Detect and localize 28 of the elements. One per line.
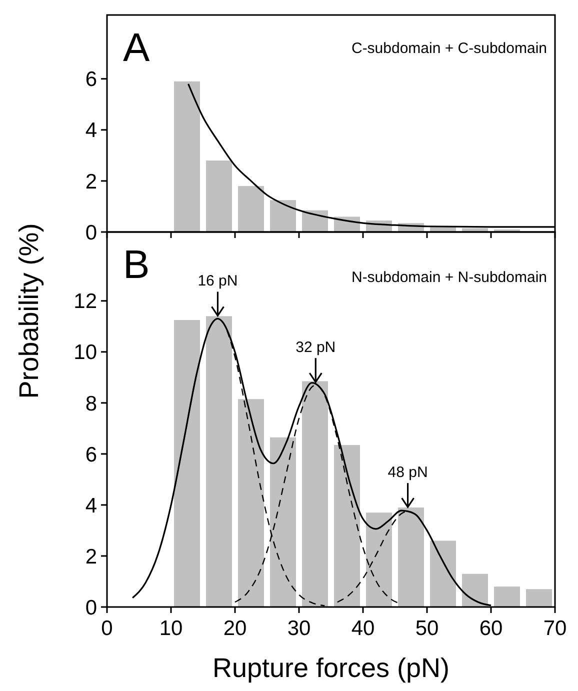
y-tick-label: 0 — [85, 221, 97, 244]
annotation: 32 pN — [296, 339, 336, 356]
x-tick-label: 60 — [479, 617, 503, 640]
x-tick-label: 40 — [351, 617, 375, 640]
x-tick-label: 70 — [543, 617, 567, 640]
x-tick-label: 50 — [415, 617, 439, 640]
x-tick-label: 30 — [287, 617, 311, 640]
y-tick-label: 2 — [85, 545, 97, 568]
chart-title: A — [123, 26, 150, 70]
y-tick-label: 6 — [85, 68, 97, 92]
annotation: 48 pN — [388, 464, 428, 482]
x-tick-label: 20 — [223, 617, 247, 640]
x-tick-label: 10 — [159, 617, 183, 640]
y-tick-label: 8 — [85, 392, 97, 416]
y-tick-label: 4 — [85, 494, 98, 518]
y-tick-label: 4 — [85, 119, 98, 142]
y-tick-label: 6 — [85, 443, 97, 466]
annotation: 16 pN — [198, 272, 238, 290]
x-tick-label: 0 — [101, 617, 113, 640]
y-tick-label: 2 — [85, 170, 97, 194]
y-tick-label: 12 — [74, 290, 97, 314]
chart-title: B — [123, 243, 150, 287]
text: C-subdomain + C-subdomain — [351, 40, 547, 57]
y-tick-label: 10 — [74, 341, 97, 364]
x-axis-title: Rupture forces (pN) — [212, 653, 450, 683]
y-axis-title: Probability (%) — [14, 223, 44, 399]
text: N-subdomain + N-subdomain — [351, 269, 547, 286]
y-tick-label: 0 — [85, 596, 97, 620]
